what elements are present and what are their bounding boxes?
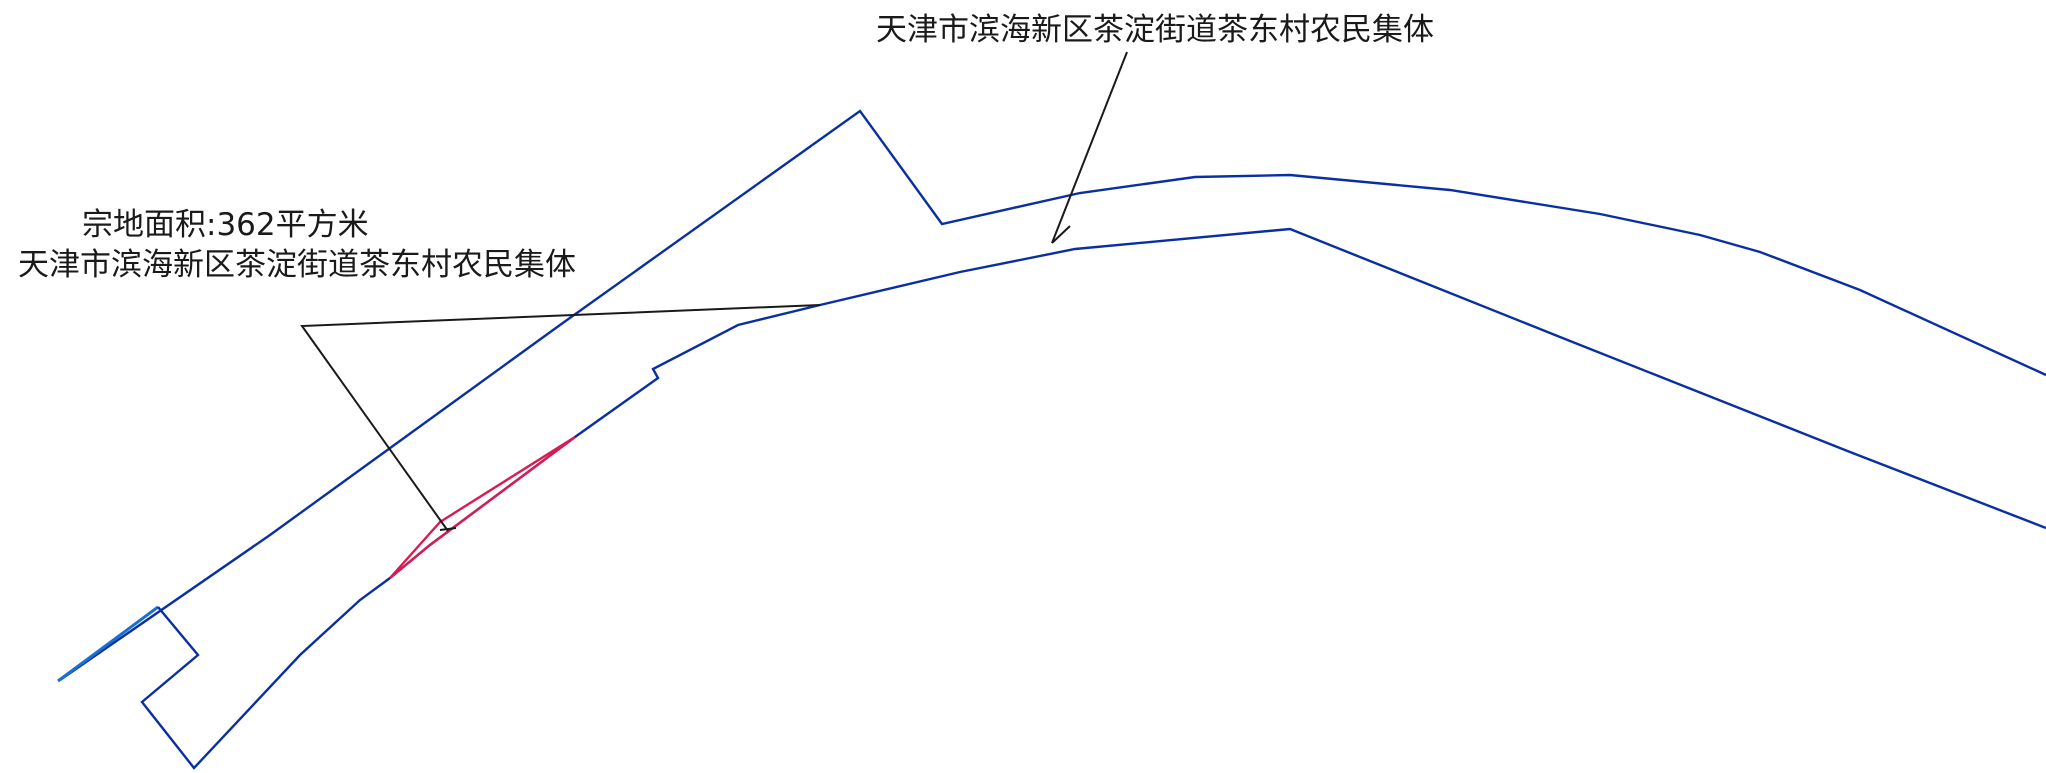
inner-boundary-line xyxy=(140,227,2046,770)
subject-parcel xyxy=(389,435,576,579)
parcel-owner-label: 天津市滨海新区茶淀街道茶东村农民集体 xyxy=(18,247,576,283)
owner-leader-line xyxy=(1051,51,1128,244)
owner-leader-tick xyxy=(1051,225,1071,244)
parcel-leader-tick xyxy=(439,527,457,531)
parcel-leader-line xyxy=(300,304,821,532)
outer-boundary-end-segment xyxy=(57,605,159,683)
parcel-area-label: 宗地面积:362平方米 xyxy=(82,207,369,243)
top-owner-label: 天津市滨海新区茶淀街道茶东村农民集体 xyxy=(876,12,1434,48)
outer-boundary-line xyxy=(59,109,2046,681)
